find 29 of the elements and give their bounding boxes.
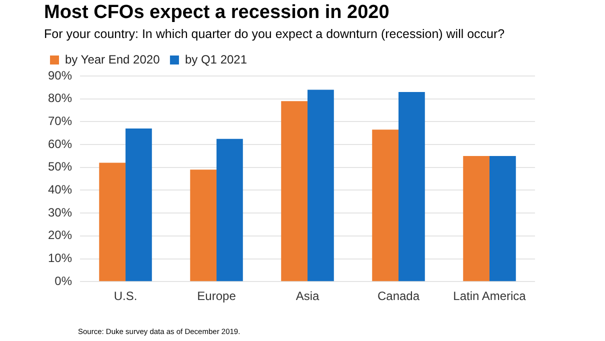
y-tick-label: 90% [48, 68, 72, 82]
legend-label: by Year End 2020 [65, 52, 160, 66]
x-tick-label: U.S. [114, 289, 138, 304]
x-tick-label: Canada [377, 289, 420, 304]
y-tick-label: 40% [48, 182, 72, 197]
bar [463, 156, 490, 282]
bar [281, 101, 308, 282]
bar [308, 90, 334, 282]
chart-subtitle: For your country: In which quarter do you expect a downturn (recession) will occur? [44, 27, 505, 41]
x-tick-label: Latin America [453, 289, 526, 304]
y-tick-label: 50% [48, 160, 72, 174]
chart-title: Most CFOs expect a recession in 2020 [44, 2, 390, 24]
y-tick-label: 60% [48, 136, 72, 151]
y-tick-label: 70% [48, 114, 72, 128]
y-tick-label: 80% [48, 91, 72, 106]
legend-label: by Q1 2021 [184, 52, 248, 66]
x-tick-label: Asia [296, 289, 320, 304]
bar [99, 162, 126, 282]
bar [216, 138, 243, 282]
x-tick-label: Europe [197, 289, 236, 304]
y-tick-label: 30% [48, 205, 72, 220]
bar [190, 170, 217, 282]
y-tick-label: 10% [48, 251, 72, 266]
bar [372, 130, 399, 282]
bar [398, 92, 425, 282]
bar [126, 128, 152, 282]
y-tick-label: 20% [48, 228, 72, 242]
bar [490, 156, 516, 282]
y-tick-label: 0% [54, 274, 72, 288]
